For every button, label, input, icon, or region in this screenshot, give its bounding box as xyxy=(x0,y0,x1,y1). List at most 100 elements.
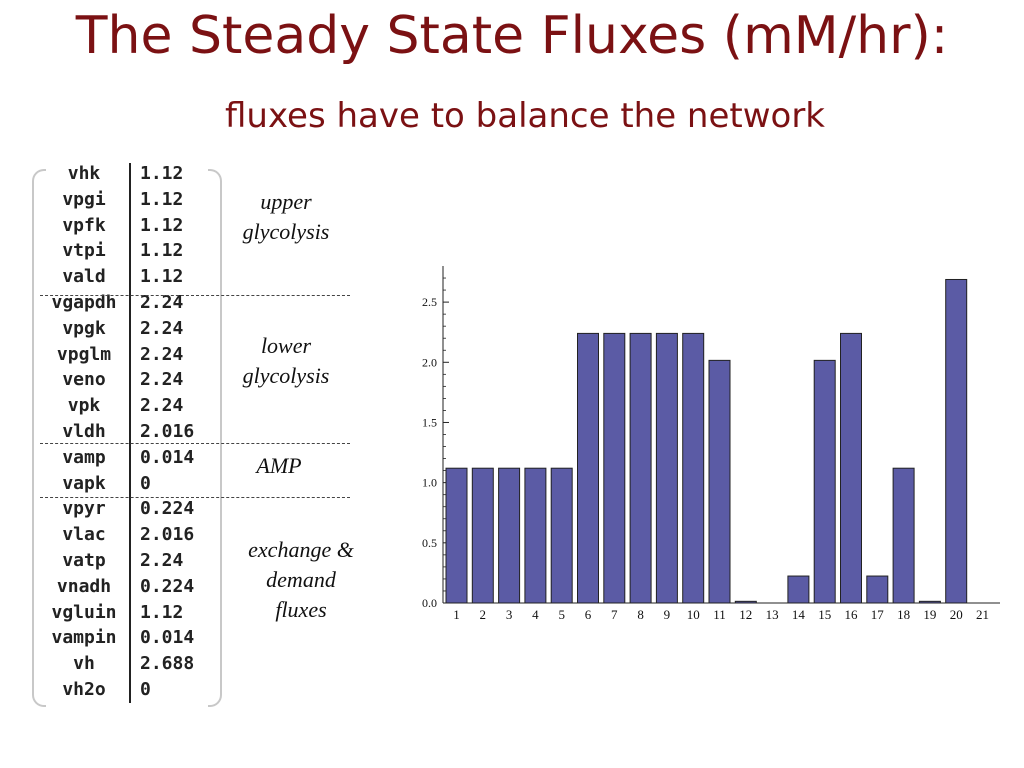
table-row: vapk 0 xyxy=(40,471,212,497)
table-row: vampin 0.014 xyxy=(40,625,212,651)
flux-name: vldh xyxy=(62,420,106,442)
x-tick-label: 17 xyxy=(871,607,885,622)
table-row: vgluin 1.12 xyxy=(40,600,212,626)
x-tick-label: 3 xyxy=(506,607,513,622)
bar xyxy=(734,600,757,604)
slide-subtitle: fluxes have to balance the network xyxy=(225,96,825,136)
flux-value: 2.016 xyxy=(140,524,195,546)
flux-name: vtpi xyxy=(62,240,106,262)
table-row: vhk 1.12 xyxy=(40,161,212,187)
bar xyxy=(840,332,862,604)
flux-value: 0.224 xyxy=(140,575,195,597)
table-row: vatp 2.24 xyxy=(40,548,212,574)
flux-value: 2.24 xyxy=(140,549,184,571)
flux-name: vald xyxy=(62,266,106,288)
flux-table: vhk 1.12 vpgi 1.12 vpfk 1.12 vtpi 1.12 vald 1.12 v… xyxy=(32,161,222,707)
flux-name: vh xyxy=(73,653,95,675)
group-separator-lower xyxy=(40,443,350,444)
table-row: vald 1.12 xyxy=(40,264,212,290)
flux-name: vpfk xyxy=(62,214,106,236)
bar xyxy=(498,467,521,604)
x-tick-label: 11 xyxy=(713,607,726,622)
group-label-exchange-line3: fluxes xyxy=(275,597,327,622)
bar xyxy=(471,467,494,604)
x-tick-label: 10 xyxy=(687,607,700,622)
group-separator-upper xyxy=(40,295,350,296)
table-row: vtpi 1.12 xyxy=(40,238,212,264)
x-tick-label: 15 xyxy=(818,607,831,622)
y-tick-label: 1.5 xyxy=(422,415,437,429)
flux-name: vapk xyxy=(62,472,106,494)
group-label-lower-line2: glycolysis xyxy=(242,363,330,388)
bar xyxy=(813,359,836,604)
table-row: vpfk 1.12 xyxy=(40,213,212,239)
group-label-exchange-line2: demand xyxy=(266,567,336,592)
table-column-divider xyxy=(129,163,131,703)
flux-name: vpgk xyxy=(62,317,106,339)
flux-name: vpglm xyxy=(56,343,112,365)
flux-value: 2.24 xyxy=(140,395,184,417)
table-row: vnadh 0.224 xyxy=(40,574,212,600)
flux-value: 2.24 xyxy=(140,291,184,313)
table-row: vpgi 1.12 xyxy=(40,187,212,213)
group-label-lower-glycolysis: lower glycolysis xyxy=(226,331,346,391)
table-row: vlac 2.016 xyxy=(40,522,212,548)
y-tick-label: 2.5 xyxy=(422,295,437,309)
flux-name: vhk xyxy=(67,163,101,184)
bar xyxy=(866,575,889,604)
bar xyxy=(787,575,810,604)
flux-name: vampin xyxy=(51,627,117,649)
flux-name: vatp xyxy=(62,549,106,571)
flux-value: 0.014 xyxy=(140,446,195,468)
flux-value: 1.12 xyxy=(140,601,184,623)
bar xyxy=(655,332,678,604)
bar xyxy=(603,332,626,604)
table-row: vldh 2.016 xyxy=(40,419,212,445)
x-tick-label: 18 xyxy=(897,607,910,622)
group-label-exchange-demand-fluxes: exchange & demand fluxes xyxy=(236,535,366,625)
x-tick-label: 19 xyxy=(923,607,936,622)
table-row: vpglm 2.24 xyxy=(40,342,212,368)
x-tick-label: 2 xyxy=(480,607,487,622)
flux-value: 2.688 xyxy=(140,653,195,675)
bar xyxy=(918,600,941,604)
x-tick-label: 6 xyxy=(585,607,592,622)
flux-name: vnadh xyxy=(56,575,112,597)
flux-value: 0 xyxy=(140,472,151,494)
table-row: vgapdh 2.24 xyxy=(40,290,212,316)
group-label-upper-line1: upper xyxy=(260,189,312,214)
group-label-amp: AMP xyxy=(229,451,329,481)
table-row: veno 2.24 xyxy=(40,367,212,393)
flux-value: 0.014 xyxy=(140,627,195,649)
table-row: vpk 2.24 xyxy=(40,393,212,419)
flux-name: vpk xyxy=(67,395,101,417)
bar xyxy=(550,467,573,604)
x-tick-label: 13 xyxy=(766,607,779,622)
x-tick-label: 4 xyxy=(532,607,539,622)
flux-value: 1.12 xyxy=(140,214,184,236)
x-tick-label: 12 xyxy=(739,607,752,622)
x-tick-label: 1 xyxy=(453,607,460,622)
flux-value: 2.016 xyxy=(140,420,195,442)
flux-name: vpgi xyxy=(62,188,106,210)
bar xyxy=(945,278,968,604)
group-label-lower-line1: lower xyxy=(260,333,312,358)
flux-name: vpyr xyxy=(62,498,106,520)
table-row: vpyr 0.224 xyxy=(40,496,212,522)
x-tick-label: 14 xyxy=(792,607,806,622)
bar xyxy=(445,467,468,604)
x-tick-label: 21 xyxy=(976,607,989,622)
group-label-upper-line2: glycolysis xyxy=(242,219,330,244)
group-label-upper-glycolysis: upper glycolysis xyxy=(226,187,346,247)
x-tick-label: 5 xyxy=(558,607,565,622)
flux-value: 2.24 xyxy=(140,343,184,365)
group-separator-amp xyxy=(40,497,350,498)
flux-name: vgapdh xyxy=(51,291,117,313)
y-tick-label: 0.0 xyxy=(422,596,437,610)
bar xyxy=(524,467,547,604)
flux-name: vamp xyxy=(62,446,106,468)
bar xyxy=(629,332,652,604)
x-tick-label: 20 xyxy=(950,607,963,622)
x-tick-label: 16 xyxy=(845,607,859,622)
